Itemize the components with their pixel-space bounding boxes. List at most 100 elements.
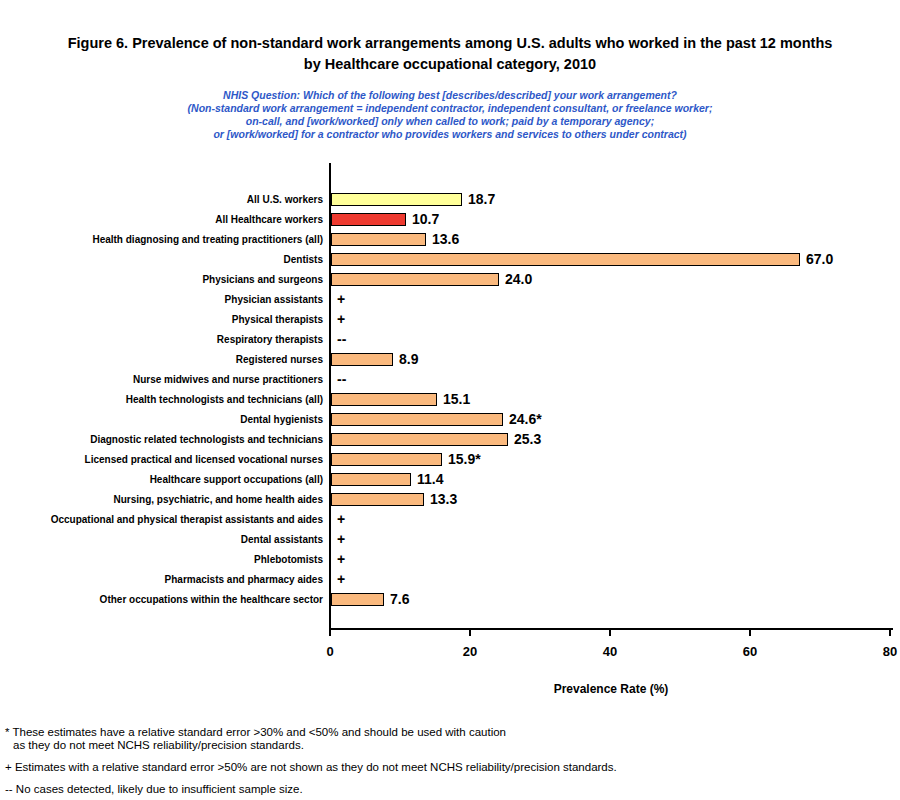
x-axis-tick-label: 80: [883, 644, 897, 659]
bar: [331, 253, 800, 266]
bar: [331, 353, 393, 366]
x-axis-tick: [329, 628, 331, 636]
figure-title: Figure 6. Prevalence of non-standard wor…: [0, 33, 900, 75]
footnote-asterisk-line-1: * These estimates have a relative standa…: [5, 726, 900, 739]
chart-row: Diagnostic related technologists and tec…: [0, 429, 900, 449]
chart-row: Physical therapists +: [0, 309, 900, 329]
value-label: 7.6: [390, 591, 409, 607]
subtitle-line-2: (Non-standard work arrangement = indepen…: [0, 102, 900, 115]
footnote-dashes: -- No cases detected, likely due to insu…: [5, 783, 900, 796]
chart-row: Other occupations within the healthcare …: [0, 589, 900, 609]
category-label: Respiratory therapists: [0, 334, 329, 345]
suppressed-estimate-plus-symbol: +: [337, 531, 345, 547]
figure-page: Figure 6. Prevalence of non-standard wor…: [0, 0, 900, 800]
category-label: Nursing, psychiatric, and home health ai…: [0, 494, 329, 505]
chart-row: All U.S. workers18.7: [0, 189, 900, 209]
category-label: Physical therapists: [0, 314, 329, 325]
footnote-asterisk: * These estimates have a relative standa…: [5, 726, 900, 752]
x-axis-tick: [749, 628, 751, 636]
x-axis-title: Prevalence Rate (%): [329, 682, 893, 696]
suppressed-estimate-plus-symbol: +: [337, 311, 345, 327]
suppressed-estimate-plus-symbol: +: [337, 291, 345, 307]
x-axis-tick-label: 20: [463, 644, 477, 659]
category-label: Dentists: [0, 254, 329, 265]
category-label: Health diagnosing and treating practitio…: [0, 234, 329, 245]
chart-row: Licensed practical and licensed vocation…: [0, 449, 900, 469]
bar-cell: --: [329, 329, 900, 349]
chart-row: Physicians and surgeons24.0: [0, 269, 900, 289]
subtitle-line-1: NHIS Question: Which of the following be…: [0, 89, 900, 102]
value-label: 25.3: [514, 431, 541, 447]
category-label: Registered nurses: [0, 354, 329, 365]
bar-cell: +: [329, 289, 900, 309]
category-label: All Healthcare workers: [0, 214, 329, 225]
bar-cell: +: [329, 509, 900, 529]
footnote-dashes-line-1: -- No cases detected, likely due to insu…: [5, 783, 900, 796]
category-label: Pharmacists and pharmacy aides: [0, 574, 329, 585]
chart-row: Registered nurses8.9: [0, 349, 900, 369]
bar-cell: 15.1: [329, 389, 900, 409]
category-label: Phlebotomists: [0, 554, 329, 565]
chart-row: Pharmacists and pharmacy aides +: [0, 569, 900, 589]
bar-cell: 13.3: [329, 489, 900, 509]
chart-row: Healthcare support occupations (all)11.4: [0, 469, 900, 489]
category-label: Dental assistants: [0, 534, 329, 545]
chart-row: Nursing, psychiatric, and home health ai…: [0, 489, 900, 509]
suppressed-estimate-plus-symbol: +: [337, 511, 345, 527]
bar-cell: 67.0: [329, 249, 900, 269]
value-label: 10.7: [412, 211, 439, 227]
bar-cell: 24.6*: [329, 409, 900, 429]
subtitle-line-4: or [work/worked] for a contractor who pr…: [0, 128, 900, 141]
bar-cell: +: [329, 309, 900, 329]
category-label: Physician assistants: [0, 294, 329, 305]
suppressed-estimate-plus-symbol: +: [337, 551, 345, 567]
bar: [331, 493, 424, 506]
category-label: All U.S. workers: [0, 194, 329, 205]
bar-chart: All U.S. workers18.7All Healthcare worke…: [0, 163, 900, 628]
category-label: Physicians and surgeons: [0, 274, 329, 285]
value-label: 11.4: [417, 471, 443, 487]
bar-cell: 18.7: [329, 189, 900, 209]
x-axis-ticks: 020406080: [329, 628, 900, 678]
chart-row: Dental assistants +: [0, 529, 900, 549]
chart-row: Phlebotomists +: [0, 549, 900, 569]
x-axis-tick-label: 60: [743, 644, 757, 659]
nhis-question-subtitle: NHIS Question: Which of the following be…: [0, 89, 900, 141]
subtitle-line-3: on-call, and [work/worked] only when cal…: [0, 115, 900, 128]
value-label: 67.0: [806, 251, 833, 267]
figure-title-line-1: Figure 6. Prevalence of non-standard wor…: [68, 35, 833, 51]
bar: [331, 433, 508, 446]
no-cases-dash-symbol: --: [337, 331, 346, 347]
chart-row: Health diagnosing and treating practitio…: [0, 229, 900, 249]
bar: [331, 233, 426, 246]
footnote-asterisk-line-2: as they do not meet NCHS reliability/pre…: [5, 739, 900, 752]
chart-row: Occupational and physical therapist assi…: [0, 509, 900, 529]
bar-cell: +: [329, 549, 900, 569]
bar-cell: 13.6: [329, 229, 900, 249]
category-label: Dental hygienists: [0, 414, 329, 425]
figure-title-line-2: by Healthcare occupational category, 201…: [304, 56, 596, 72]
bar: [331, 413, 503, 426]
bar-cell: 10.7: [329, 209, 900, 229]
suppressed-estimate-plus-symbol: +: [337, 571, 345, 587]
bar-cell: 11.4: [329, 469, 900, 489]
x-axis-tick-label: 0: [326, 644, 333, 659]
category-label: Other occupations within the healthcare …: [0, 594, 329, 605]
bar-cell: +: [329, 569, 900, 589]
bar-cell: 15.9*: [329, 449, 900, 469]
chart-row: Dentists 67.0: [0, 249, 900, 269]
bar: [331, 193, 462, 206]
value-label: 13.6: [432, 231, 459, 247]
bar: [331, 393, 437, 406]
footnote-plus-line-1: + Estimates with a relative standard err…: [5, 761, 900, 774]
bar-cell: 8.9: [329, 349, 900, 369]
bar-cell: --: [329, 369, 900, 389]
chart-row: Physician assistants +: [0, 289, 900, 309]
x-axis-tick: [889, 628, 891, 636]
bar: [331, 213, 406, 226]
category-label: Health technologists and technicians (al…: [0, 394, 329, 405]
category-label: Diagnostic related technologists and tec…: [0, 434, 329, 445]
bar: [331, 593, 384, 606]
chart-rows: All U.S. workers18.7All Healthcare worke…: [0, 163, 900, 609]
x-axis-tick: [469, 628, 471, 636]
